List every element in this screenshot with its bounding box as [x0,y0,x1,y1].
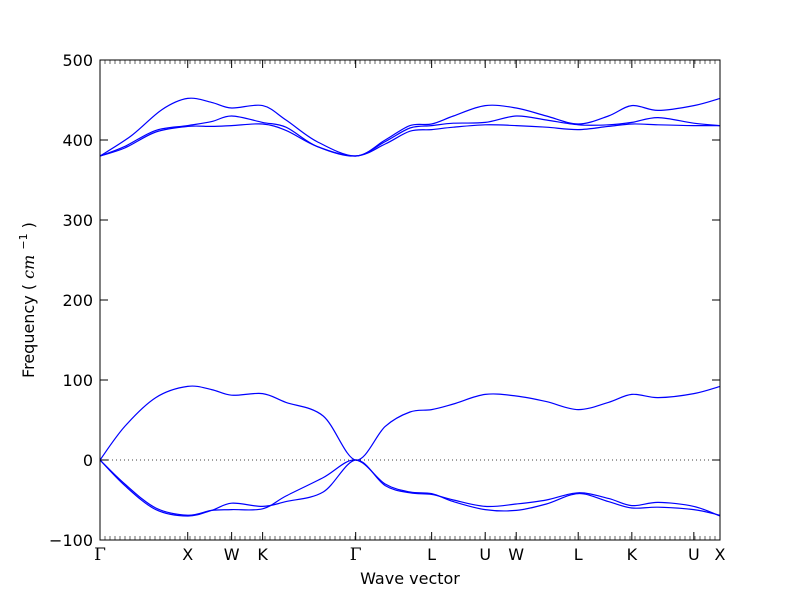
y-axis-unit-exponent: −1 [17,233,30,249]
axis-ticks [99,59,721,541]
y-axis-label-close-paren: ) [19,222,38,228]
x-tick-label: K [627,545,638,564]
y-axis-unit-base: cm [19,255,38,279]
x-tick-label: Γ [94,545,106,565]
y-axis-label-open-paren: ( [19,284,38,290]
band-line-4 [99,385,721,461]
x-axis-label: Wave vector [360,569,460,588]
dispersion-curves [99,97,721,517]
y-tick-label: 200 [62,291,93,310]
x-tick-label: X [715,545,726,564]
y-tick-labels: −100 0 100 200 300 400 500 [49,51,93,550]
x-tick-label: U [688,545,700,564]
x-tick-label: W [224,545,240,564]
x-tick-label: K [257,545,268,564]
plot-frame [99,59,721,541]
y-tick-label: −100 [49,531,93,550]
y-axis-label-text: Frequency [19,295,38,378]
y-tick-label: 100 [62,371,93,390]
y-tick-label: 300 [62,211,93,230]
y-axis-label: Frequency ( cm −1 ) [12,222,38,378]
y-tick-label: 500 [62,51,93,70]
band-line-3 [99,97,721,157]
x-tick-label: U [479,545,491,564]
band-line-1 [99,123,721,157]
x-tick-label: L [427,545,436,564]
y-tick-label: 400 [62,131,93,150]
x-tick-label: Γ [350,545,362,565]
x-tick-label: L [574,545,583,564]
band-line-2 [99,115,721,157]
x-tick-label: W [508,545,524,564]
x-tick-label: X [182,545,193,564]
band-line-6 [99,459,721,517]
y-tick-label: 0 [83,451,93,470]
band-line-5 [99,459,721,516]
